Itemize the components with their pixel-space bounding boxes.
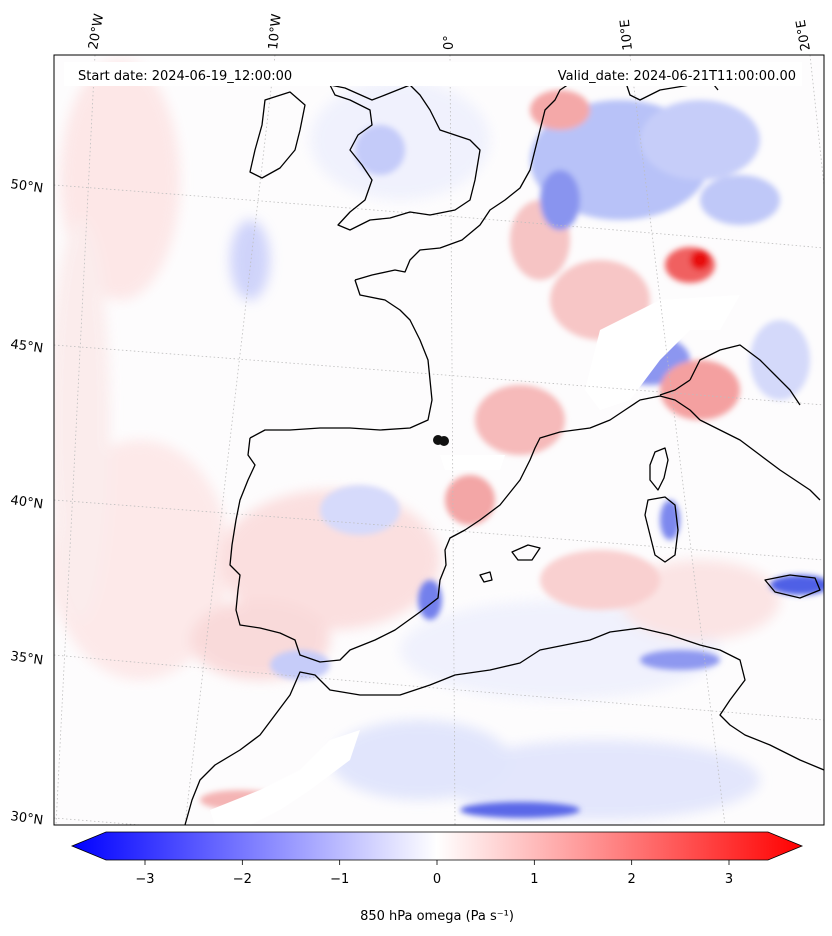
map-area: Start date: 2024-06-19_12:00:00 Valid_da… (53, 54, 825, 826)
lon-label-20w: 20°W (86, 13, 107, 51)
lon-label-20e: 20°E (794, 19, 814, 52)
valid-date-label: Valid_date: 2024-06-21T11:00:00.00 (558, 69, 796, 84)
colorbar-tick-label: −1 (330, 872, 349, 887)
colorbar-tick-label: 1 (530, 872, 538, 887)
omega-field (54, 55, 824, 825)
station-marker (433, 435, 449, 446)
colorbar: −3 −2 −1 0 1 2 3 850 hPa omega (Pa s⁻¹) (70, 831, 804, 924)
colorbar-tick-label: 0 (433, 872, 441, 887)
lon-label-10w: 10°W (266, 13, 285, 50)
lon-label-0: 0° (442, 35, 457, 50)
header-band (64, 62, 802, 86)
longitude-labels: 20°W 10°W 0° 10°E 20°E (86, 13, 814, 52)
lat-label-45n: 45°N (9, 337, 44, 356)
map-frame (53, 54, 825, 826)
lat-label-40n: 40°N (9, 493, 44, 512)
colorbar-tick-label: 2 (628, 872, 636, 887)
coastlines (184, 69, 824, 825)
colorbar-tick-label: −3 (135, 872, 154, 887)
colorbar-ticks: −3 −2 −1 0 1 2 3 (135, 860, 733, 887)
lat-label-50n: 50°N (9, 177, 44, 196)
latitude-labels: 50°N 45°N 40°N 35°N 30°N (9, 177, 44, 828)
colorbar-bar (70, 831, 804, 861)
lat-label-35n: 35°N (9, 649, 44, 668)
colorbar-tick-label: −2 (233, 872, 252, 887)
lon-label-10e: 10°E (618, 18, 636, 51)
graticule (54, 55, 824, 825)
start-date-label: Start date: 2024-06-19_12:00:00 (78, 69, 292, 84)
colorbar-label: 850 hPa omega (Pa s⁻¹) (360, 909, 514, 924)
lat-label-30n: 30°N (9, 809, 44, 828)
colorbar-tick-label: 3 (725, 872, 733, 887)
